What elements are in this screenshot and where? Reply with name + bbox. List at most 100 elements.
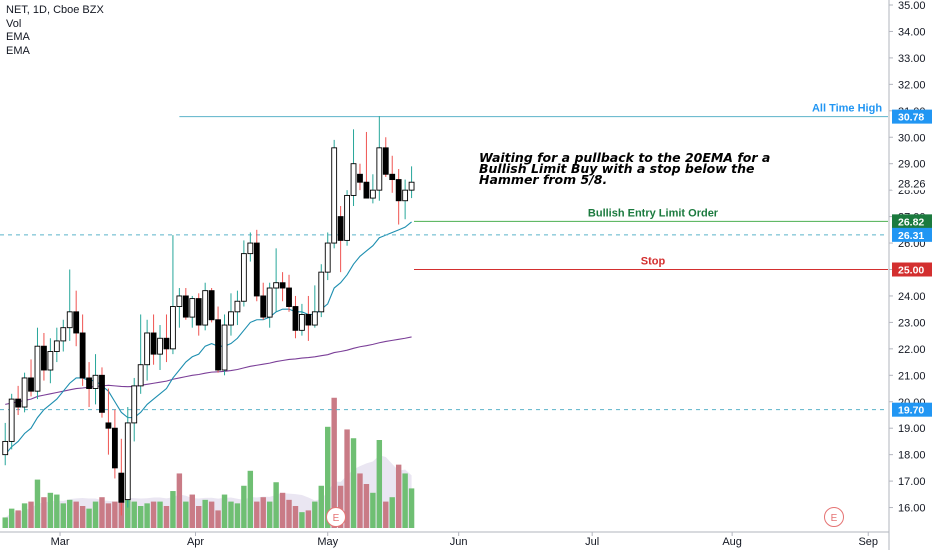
volume-bar: [241, 485, 247, 528]
stop-price-tag: [892, 262, 932, 277]
ema-lines: [4, 221, 412, 455]
volume-bar: [2, 517, 8, 528]
volume-bar: [54, 494, 60, 528]
price-tick-label: 33.00: [898, 53, 926, 65]
candle-body: [182, 295, 189, 318]
volume-bar: [34, 479, 41, 528]
candle-body: [131, 385, 138, 424]
candle-body: [144, 332, 151, 366]
price-tick-label: 21.00: [898, 370, 926, 382]
candle-body: [408, 181, 415, 191]
volume-bar: [21, 503, 28, 528]
candle-body: [28, 377, 34, 392]
volume-bar: [395, 464, 402, 528]
candle-body: [170, 306, 176, 350]
volume-bar: [47, 492, 54, 528]
volume-bar: [331, 397, 337, 528]
candle-body: [382, 147, 389, 175]
last-price-tag: [892, 176, 932, 191]
volume-bar: [318, 485, 324, 528]
candle-body: [195, 298, 202, 326]
candle-body: [395, 179, 402, 202]
candle-body: [279, 282, 286, 289]
candle-body: [247, 242, 254, 255]
volume-bar: [137, 506, 144, 528]
volume-bar: [67, 499, 73, 528]
volume-bar: [312, 501, 318, 528]
volume-bar: [389, 497, 395, 528]
volume-bar: [60, 503, 66, 528]
time-tick-label: Sep: [858, 536, 878, 548]
legend-ema-slow[interactable]: EMA: [6, 44, 30, 57]
annotation-note[interactable]: Waiting for a pullback to the 20EMA for …: [479, 150, 770, 187]
ath-price-tag-text: 30.78: [898, 112, 924, 124]
candle-body: [41, 345, 47, 371]
volume-bar: [325, 426, 331, 528]
legend-volume[interactable]: Vol: [6, 17, 22, 30]
candle-body: [363, 181, 370, 199]
volume-bar: [273, 482, 279, 528]
earnings-marker-label: E: [831, 513, 838, 524]
volume-bar: [228, 501, 234, 528]
volume-bar: [92, 501, 99, 528]
candle-body: [337, 216, 344, 241]
price-tick-label: 24.00: [898, 291, 926, 303]
time-tick-label: Mar: [51, 536, 70, 548]
volume-bar: [408, 488, 415, 528]
price-tick-label: 18.00: [898, 450, 926, 462]
candlesticks: [2, 116, 415, 516]
time-axis[interactable]: Mar Apr May Jun Jul Aug Sep: [0, 531, 889, 548]
volume-bar: [292, 506, 299, 528]
candle-body: [163, 337, 170, 350]
price-tick-label: 34.00: [898, 26, 926, 38]
price-tick-label: 16.00: [898, 503, 926, 515]
volume-bar: [8, 508, 15, 528]
volume-bar: [73, 501, 79, 528]
candle-body: [318, 271, 325, 313]
stop-price-tag-text: 25.00: [898, 265, 924, 277]
volume-bar: [202, 499, 208, 528]
legend-symbol[interactable]: NET, 1D, Cboe BZX: [6, 4, 104, 16]
volume-bar: [131, 501, 137, 528]
price-tick-label: 35.00: [898, 0, 926, 12]
entry-price-tag: [892, 214, 932, 229]
candle-body: [240, 253, 247, 302]
earnings-marker-label: E: [333, 513, 340, 524]
price-tick-label: 30.00: [898, 132, 926, 144]
volume-bar: [357, 473, 363, 528]
legend-ema-fast[interactable]: EMA: [6, 31, 30, 43]
candle-body: [331, 147, 338, 244]
candle-body: [8, 398, 15, 442]
volume-bar: [350, 438, 357, 528]
candle-body: [21, 377, 28, 408]
price-tick-label: 22.00: [898, 344, 926, 356]
candle-body: [60, 327, 67, 342]
candle-body: [86, 377, 92, 389]
dashed-price-tag: [892, 227, 932, 242]
volume-bar: [208, 501, 215, 528]
volume-bars: [2, 397, 415, 528]
time-tick-label: Apr: [187, 536, 204, 548]
dashed-price-tag-text: 19.70: [898, 405, 924, 417]
candle-body: [286, 287, 292, 307]
volume-bar: [163, 506, 170, 528]
volume-bar: [286, 499, 292, 528]
candle-body: [137, 364, 144, 387]
volume-bar: [112, 501, 118, 528]
candle-body: [73, 311, 80, 334]
candle-body: [305, 314, 312, 326]
ema-slow-line: [5, 336, 412, 405]
candle-body: [105, 422, 112, 429]
entry-price-tag-text: 26.82: [898, 216, 924, 228]
candle-body: [66, 311, 73, 329]
stop-label: Stop: [641, 256, 666, 268]
volume-bar: [79, 506, 86, 528]
volume-bar: [15, 510, 21, 528]
ema-fast-line: [4, 221, 412, 455]
volume-bar: [376, 440, 383, 528]
volume-bar: [183, 501, 189, 528]
candle-body: [215, 319, 221, 371]
time-tick-label: Aug: [722, 536, 742, 548]
